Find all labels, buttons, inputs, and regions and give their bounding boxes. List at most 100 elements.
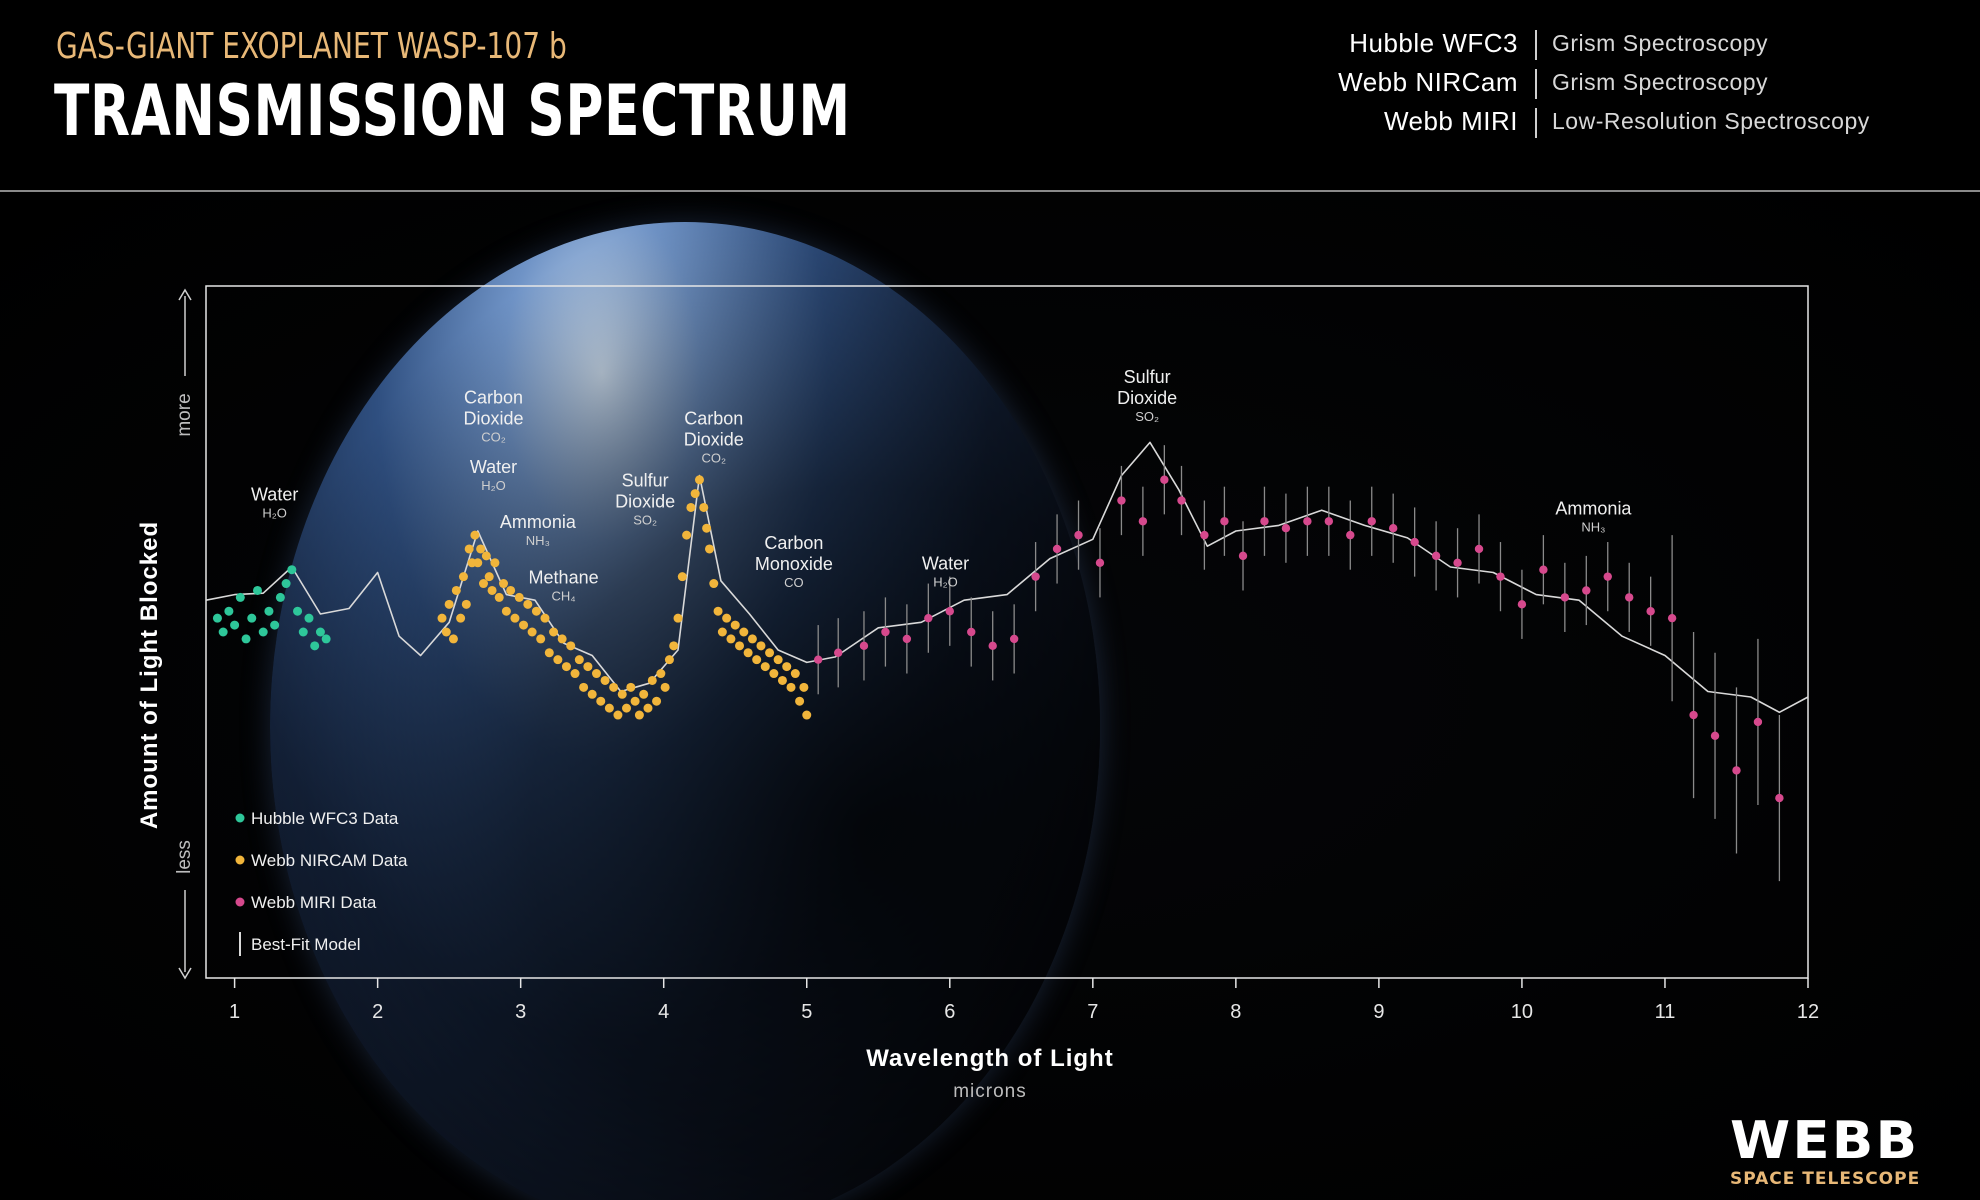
data-point xyxy=(630,696,640,706)
annotation-label: Carbon xyxy=(464,388,523,408)
data-point xyxy=(583,662,593,672)
data-point xyxy=(660,682,670,692)
annotation-label: Water xyxy=(470,457,517,477)
data-point xyxy=(510,613,520,623)
data-point xyxy=(1388,524,1398,533)
data-point xyxy=(1200,530,1209,540)
annotation-label: Carbon xyxy=(764,533,823,553)
data-point xyxy=(743,648,753,658)
instrument-method: Grism Spectroscopy xyxy=(1552,69,1769,95)
data-point xyxy=(451,585,461,595)
data-point xyxy=(540,613,550,623)
data-point xyxy=(613,710,623,720)
annotation-formula: CO xyxy=(784,575,804,590)
y-axis-label: Amount of Light Blocked xyxy=(136,521,163,829)
data-point xyxy=(834,648,843,657)
data-point xyxy=(765,648,775,658)
data-point xyxy=(561,662,571,672)
data-point xyxy=(760,662,770,672)
data-point xyxy=(634,710,644,720)
annotation-label: Water xyxy=(251,485,298,505)
annotation-formula: CH₄ xyxy=(552,589,576,604)
data-point xyxy=(458,572,468,582)
data-point xyxy=(1367,517,1376,526)
series-nircam xyxy=(437,475,812,720)
annotation-label: Dioxide xyxy=(684,429,744,449)
data-point xyxy=(527,627,537,637)
x-tick-label: 4 xyxy=(658,1001,669,1023)
logo-subtitle: SPACE TELESCOPE xyxy=(1730,1169,1921,1189)
background-scene xyxy=(0,192,1980,1200)
chart-legend: Hubble WFC3 Data Webb NIRCAM Data Webb MIR… xyxy=(235,809,408,956)
data-point xyxy=(604,703,614,713)
data-point xyxy=(1095,558,1105,567)
series-miri xyxy=(813,445,1784,882)
data-point xyxy=(270,620,280,630)
data-point xyxy=(1220,517,1229,526)
data-point xyxy=(1410,537,1419,547)
data-point xyxy=(799,682,809,692)
data-point xyxy=(519,620,529,630)
data-point xyxy=(702,523,712,533)
data-point xyxy=(626,682,636,692)
legend-swatch xyxy=(235,813,245,823)
data-point xyxy=(1582,586,1591,595)
x-tick-label: 5 xyxy=(801,1001,812,1023)
legend-label: Webb MIRI Data xyxy=(251,893,377,912)
data-point xyxy=(1052,544,1062,554)
data-point xyxy=(1324,517,1334,526)
data-point xyxy=(786,682,796,692)
data-point xyxy=(782,662,792,672)
data-point xyxy=(506,585,516,595)
data-point xyxy=(470,530,480,540)
data-point xyxy=(1539,565,1548,574)
data-point xyxy=(310,641,320,651)
annotation-label: Carbon xyxy=(684,408,743,428)
data-point xyxy=(859,641,869,651)
data-point xyxy=(224,606,234,616)
data-point xyxy=(1160,475,1169,484)
annotation-formula: NH₃ xyxy=(1581,519,1605,534)
data-point xyxy=(235,592,245,602)
instrument-row: Webb MIRI Low-Resolution Spectroscopy xyxy=(0,106,1980,142)
annotation-formula: SO₂ xyxy=(1135,409,1159,424)
legend-item: Best-Fit Model xyxy=(239,932,361,956)
data-point xyxy=(677,572,687,582)
data-point xyxy=(596,696,606,706)
data-point xyxy=(1431,551,1441,561)
legend-swatch xyxy=(235,855,245,865)
y-axis-more-label: more xyxy=(174,393,195,436)
page-subtitle: GAS-GIANT EXOPLANET WASP-107 b xyxy=(56,26,567,67)
data-point xyxy=(643,703,653,713)
data-point xyxy=(441,627,451,637)
instrument-divider xyxy=(1535,69,1537,99)
x-tick-label: 11 xyxy=(1655,1001,1676,1023)
data-point xyxy=(230,620,240,630)
data-point xyxy=(247,613,257,623)
instrument-method: Low-Resolution Spectroscopy xyxy=(1552,108,1870,134)
data-point xyxy=(473,558,483,568)
series-hubble xyxy=(212,565,331,651)
data-point xyxy=(1009,634,1019,644)
data-point xyxy=(212,613,222,623)
legend-item: Webb NIRCAM Data xyxy=(235,851,408,870)
instrument-divider xyxy=(1535,108,1537,138)
annotation-formula: H₂O xyxy=(933,575,958,590)
data-point xyxy=(437,613,447,623)
data-point xyxy=(536,634,546,644)
data-point xyxy=(531,606,541,616)
legend-item: Hubble WFC3 Data xyxy=(235,809,399,828)
data-point xyxy=(549,627,559,637)
instrument-name: Webb NIRCam xyxy=(1338,67,1518,97)
data-point xyxy=(609,682,619,692)
data-point xyxy=(709,579,719,589)
legend-swatch xyxy=(235,897,245,907)
data-point xyxy=(690,489,700,499)
annotations-layer: WaterH₂OCarbonDioxideCO₂WaterH₂OAmmoniaN… xyxy=(251,367,1632,604)
